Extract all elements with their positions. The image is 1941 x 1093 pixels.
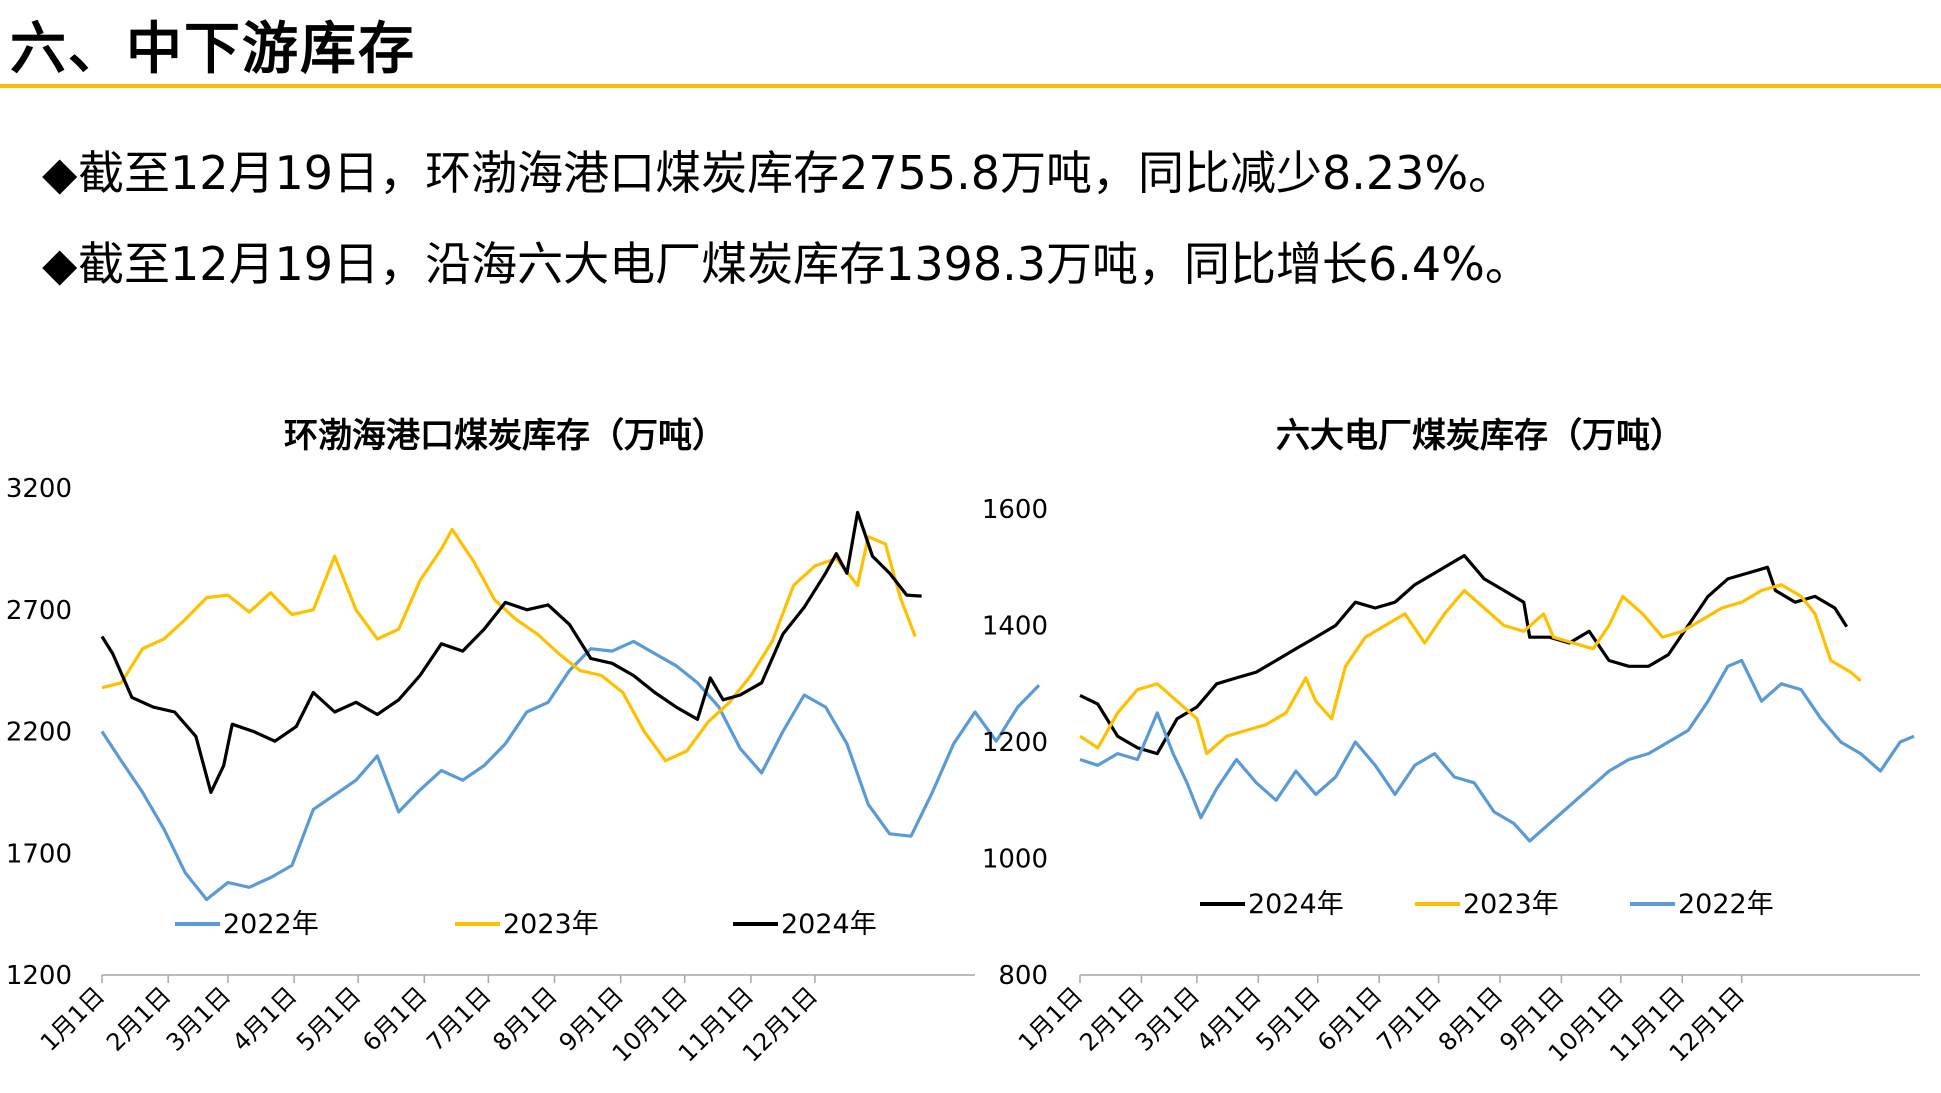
y-tick-label: 2200 (6, 718, 72, 748)
legend-label: 2023年 (503, 909, 599, 940)
series-line-2024年 (100, 510, 922, 794)
series-line-2023年 (101, 527, 917, 763)
diamond-bullet-icon: ◆ (42, 237, 78, 291)
x-tick-label: 6月1日 (357, 981, 432, 1056)
title-divider (0, 84, 1941, 88)
x-tick-label: 7月1日 (421, 981, 496, 1056)
bullet-text: 截至12月19日，沿海六大电厂煤炭库存1398.3万吨，同比增长6.4%。 (78, 237, 1531, 291)
y-tick-label: 1700 (6, 839, 72, 869)
diamond-bullet-icon: ◆ (42, 146, 78, 200)
legend-label: 2022年 (223, 909, 319, 940)
bullet-port-inventory: ◆截至12月19日，环渤海港口煤炭库存2755.8万吨，同比减少8.23%。 (42, 137, 1514, 203)
x-tick-label: 4月1日 (227, 981, 302, 1056)
x-tick-label: 5月1日 (291, 981, 366, 1056)
bullet-text: 截至12月19日，环渤海港口煤炭库存2755.8万吨，同比减少8.23%。 (78, 146, 1515, 200)
bullet-plant-inventory: ◆截至12月19日，沿海六大电厂煤炭库存1398.3万吨，同比增长6.4%。 (42, 228, 1531, 294)
y-tick-label: 1200 (6, 961, 72, 991)
y-tick-label: 2700 (6, 596, 72, 626)
x-tick-label: 2月1日 (101, 981, 176, 1056)
chart-title: 环渤海港口煤炭库存（万吨） (284, 416, 726, 456)
page-title: 六、中下游库存 (10, 17, 416, 82)
x-tick-label: 3月1日 (161, 981, 236, 1056)
x-tick-label: 1月1日 (35, 981, 110, 1056)
y-tick-label: 3200 (6, 474, 72, 504)
x-tick-label: 8月1日 (487, 981, 562, 1056)
legend-label: 2024年 (781, 909, 877, 940)
series-line-2022年 (100, 639, 1041, 902)
